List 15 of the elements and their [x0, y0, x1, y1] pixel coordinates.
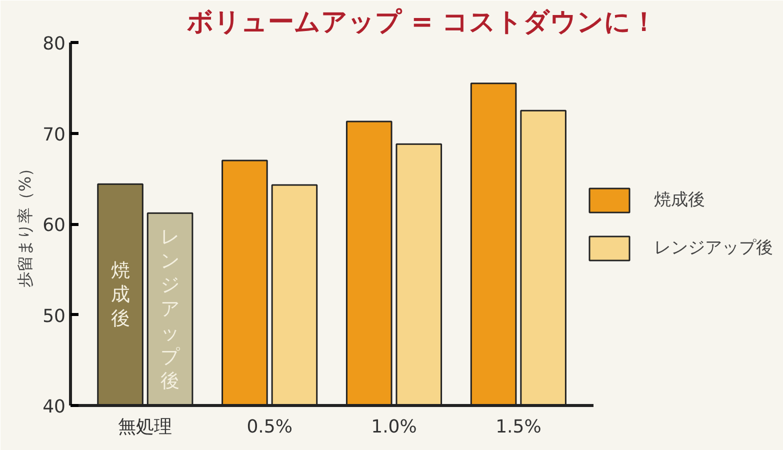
x-tick-label: 1.5%	[496, 416, 542, 438]
y-tick-label: 60	[42, 215, 66, 236]
legend-label: レンジアップ後	[654, 237, 773, 259]
chart-title: ボリュームアップ = コストダウンに！	[186, 8, 657, 38]
x-tick-label: 0.5%	[246, 416, 292, 438]
y-tick-label: 40	[42, 396, 66, 418]
y-tick-label: 50	[42, 306, 66, 327]
y-axis-title: 歩留まり率（%）	[16, 160, 35, 288]
x-tick-label: 無処理	[118, 416, 172, 438]
y-tick-label: 80	[42, 34, 66, 54]
legend-label: 焼成後	[654, 189, 705, 211]
annotation: 焼成後	[110, 260, 130, 330]
annotation: レンジアップ後	[160, 226, 181, 392]
y-tick-label: 70	[42, 124, 66, 146]
x-tick-label: 1.0%	[371, 416, 417, 438]
